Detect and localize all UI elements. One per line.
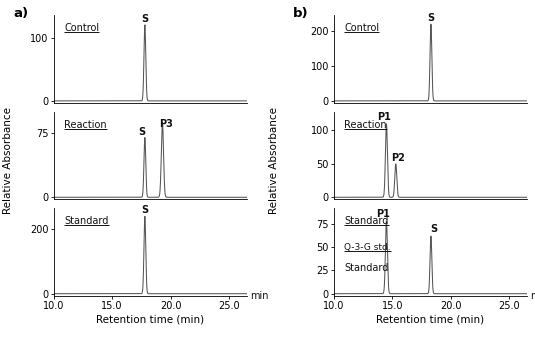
Text: Control: Control bbox=[64, 23, 100, 33]
Text: S: S bbox=[141, 14, 148, 24]
Text: b): b) bbox=[293, 6, 309, 19]
Text: Reaction: Reaction bbox=[64, 120, 107, 130]
Text: Relative Absorbance: Relative Absorbance bbox=[270, 107, 279, 214]
Text: Reaction: Reaction bbox=[345, 120, 387, 130]
Text: S: S bbox=[427, 13, 434, 23]
Text: Relative Absorbance: Relative Absorbance bbox=[3, 107, 13, 214]
Text: P3: P3 bbox=[159, 119, 173, 129]
Text: min: min bbox=[531, 291, 535, 301]
Text: Standard: Standard bbox=[345, 263, 389, 273]
X-axis label: Retention time (min): Retention time (min) bbox=[376, 315, 484, 325]
Text: a): a) bbox=[13, 6, 28, 19]
X-axis label: Retention time (min): Retention time (min) bbox=[96, 315, 204, 325]
Text: P1: P1 bbox=[376, 209, 390, 219]
Text: Control: Control bbox=[345, 23, 379, 33]
Text: Standard: Standard bbox=[64, 216, 109, 226]
Text: P1: P1 bbox=[377, 113, 391, 122]
Text: min: min bbox=[250, 291, 269, 301]
Text: S: S bbox=[138, 127, 145, 136]
Text: S: S bbox=[430, 224, 438, 234]
Text: S: S bbox=[141, 205, 148, 215]
Text: Q-3-G std.: Q-3-G std. bbox=[345, 243, 391, 252]
Text: Standard: Standard bbox=[345, 216, 389, 226]
Text: P2: P2 bbox=[391, 153, 405, 162]
